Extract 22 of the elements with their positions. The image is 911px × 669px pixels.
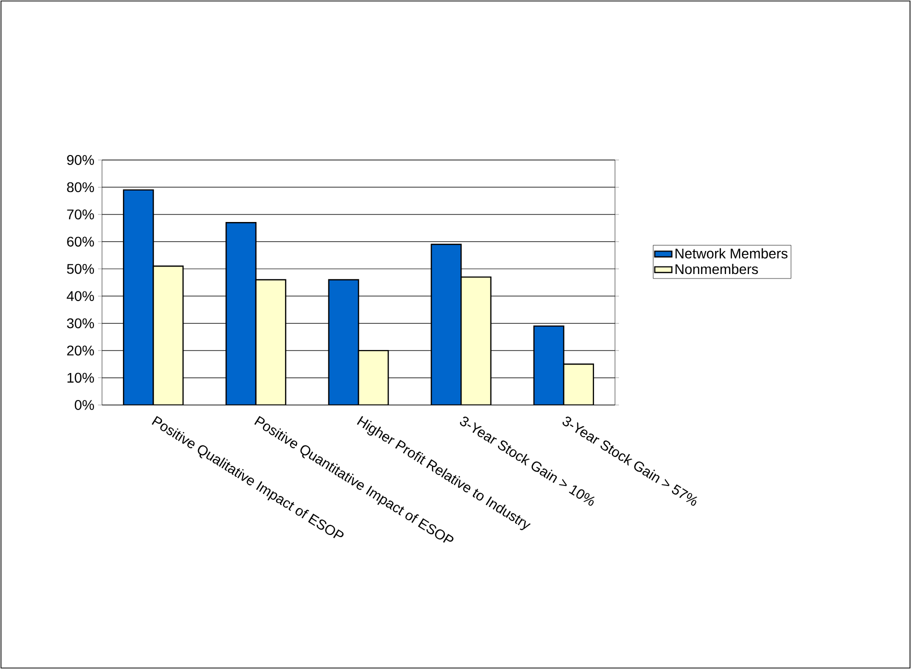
bar <box>226 222 257 405</box>
bar <box>152 266 184 405</box>
y-tick-label: 10% <box>68 372 94 383</box>
y-tick-label: 70% <box>67 209 94 220</box>
y-tick-label: 90% <box>67 155 94 165</box>
bar <box>122 189 154 405</box>
y-tick-label: 50% <box>67 264 94 274</box>
bar <box>460 276 492 405</box>
bar <box>358 350 389 405</box>
y-tick-label: 60% <box>67 236 94 247</box>
y-tick-label: 80% <box>67 182 94 192</box>
bar <box>328 279 360 405</box>
bar <box>430 244 462 405</box>
y-tick-label: 0% <box>74 400 94 410</box>
y-tick-label: 30% <box>66 318 94 328</box>
bar <box>563 364 594 405</box>
y-tick-label: 20% <box>67 346 94 356</box>
legend-label: Nonmembers <box>676 264 758 274</box>
legend-label: Network Members <box>676 248 788 258</box>
y-tick-label: 40% <box>66 291 94 302</box>
bar <box>255 279 286 405</box>
bar <box>533 325 564 405</box>
